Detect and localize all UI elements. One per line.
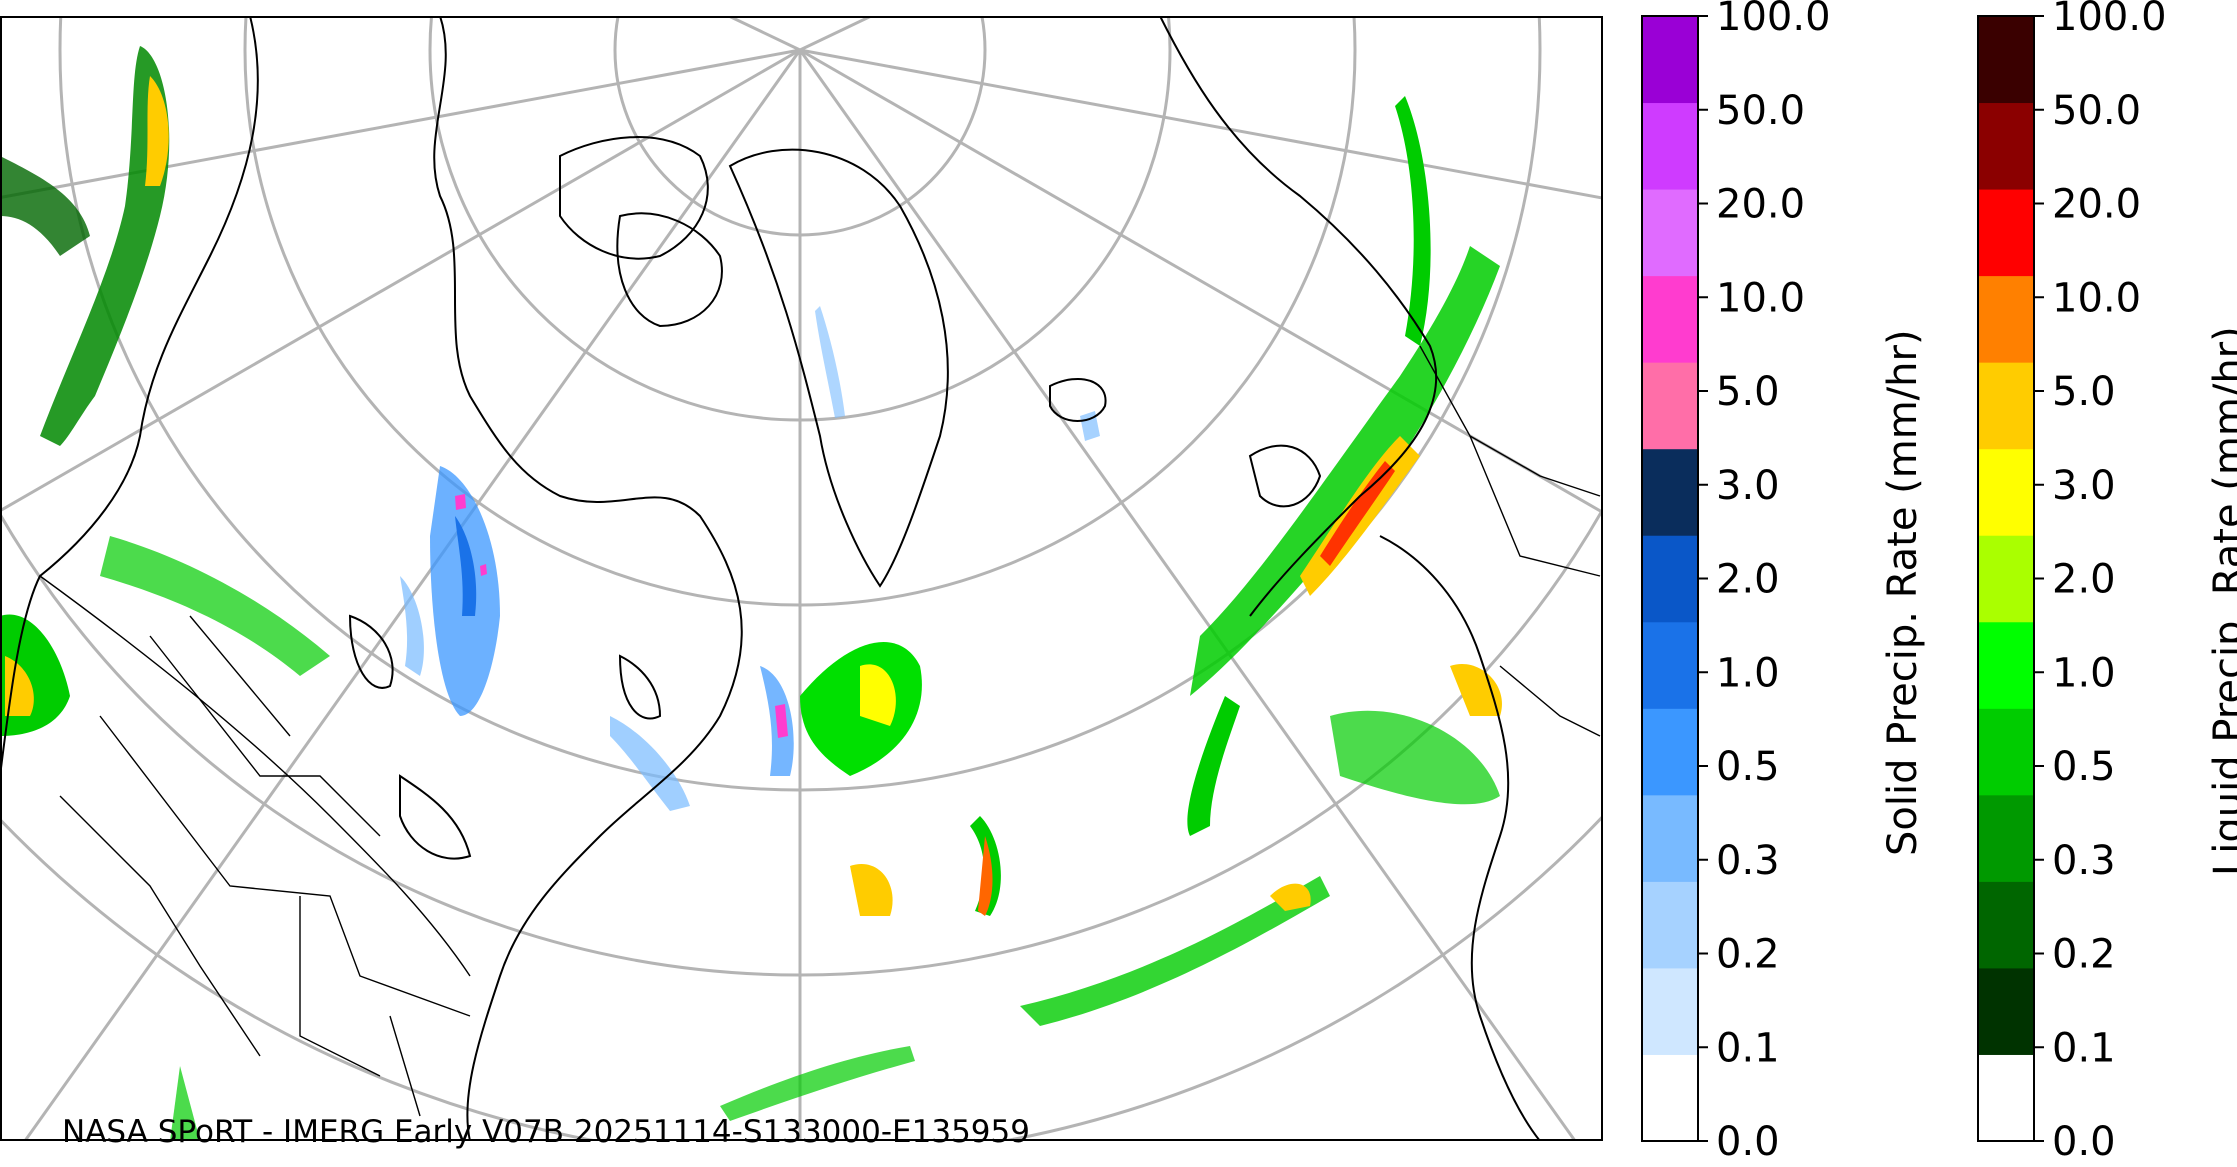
map-frame [0, 16, 1603, 1141]
solid-color-segment [1642, 448, 1698, 536]
liquid-tick-label: 2.0 [2052, 557, 2116, 603]
solid-tick-label: 0.2 [1716, 932, 1780, 978]
solid-precip-field [400, 306, 1100, 811]
liquid-tick-label: 50.0 [2052, 88, 2141, 134]
solid-tick-label: 0.0 [1716, 1119, 1780, 1165]
solid-colorbar-svg: 0.0 0.1 0.2 0.3 0.5 1.0 2.0 3.0 5.0 10.0 20.0 50.0 1… [1641, 0, 1831, 1165]
solid-color-segment [1642, 362, 1698, 450]
solid-tick-label: 0.3 [1716, 838, 1780, 884]
coastlines [0, 16, 1541, 1141]
liquid-tick-label: 1.0 [2052, 650, 2116, 696]
precipitation-map: NASA SPoRT - IMERG Early V07B 20251114-S… [0, 16, 1603, 1150]
liquid-color-segment [1978, 16, 2034, 104]
liquid-color-segment [1978, 794, 2034, 882]
liquid-tick-label: 20.0 [2052, 182, 2141, 228]
solid-color-segment [1642, 275, 1698, 363]
liquid-tick-label: 10.0 [2052, 275, 2141, 321]
data-credit-label: NASA SPoRT - IMERG Early V07B 20251114-S… [62, 1114, 1030, 1150]
liquid-color-segment [1978, 621, 2034, 709]
solid-precip-colorbar: 0.0 0.1 0.2 0.3 0.5 1.0 2.0 3.0 5.0 10.0 20.0 50.0 1… [1640, 0, 2060, 1165]
liquid-tick-label: 0.5 [2052, 744, 2116, 790]
solid-color-segment [1642, 967, 1698, 1055]
solid-color-segment [1642, 621, 1698, 709]
solid-color-segment [1642, 708, 1698, 796]
liquid-tick-label: 5.0 [2052, 369, 2116, 415]
liquid-color-segment [1978, 448, 2034, 536]
liquid-tick-label: 0.0 [2052, 1119, 2116, 1165]
meridian-line [799, 48, 1603, 200]
liquid-tick-label: 3.0 [2052, 463, 2116, 509]
liquid-colorbar-title: Liquid Precip. Rate (mm/hr) [2206, 326, 2237, 876]
map-canvas [0, 16, 1603, 1141]
liquid-tick-label: 0.3 [2052, 838, 2116, 884]
liquid-tick-label: 0.1 [2052, 1025, 2116, 1071]
greenland-coast [728, 148, 949, 588]
meridian-line [23, 49, 802, 1141]
solid-tick-label: 20.0 [1716, 182, 1805, 228]
liquid-color-segment [1978, 881, 2034, 969]
meridian-line [798, 49, 1577, 1141]
solid-color-segment [1642, 189, 1698, 277]
liquid-tick-label: 100.0 [2052, 0, 2167, 40]
solid-tick-label: 50.0 [1716, 88, 1805, 134]
north-america-west-coast [0, 16, 259, 777]
solid-color-segment [1642, 1054, 1698, 1142]
meridian-line [799, 48, 1603, 515]
solid-tick-label: 10.0 [1716, 275, 1805, 321]
liquid-precip-field [0, 46, 1502, 1141]
solid-tick-label: 5.0 [1716, 369, 1780, 415]
liquid-color-segment [1978, 967, 2034, 1055]
arctic-island [559, 136, 709, 260]
scandinavia-coast [1159, 16, 1438, 617]
europe-africa-coast [1379, 535, 1541, 1141]
liquid-color-segment [1978, 189, 2034, 277]
iceland-coast [1049, 377, 1107, 422]
great-lakes [399, 774, 472, 860]
liquid-color-segment [1978, 275, 2034, 363]
hudson-bay-coast [348, 614, 394, 689]
liquid-precip-colorbar: 0.0 0.1 0.2 0.3 0.5 1.0 2.0 3.0 5.0 10.0 20.0 50.0 1… [1976, 0, 2237, 1165]
solid-tick-label: 100.0 [1716, 0, 1831, 40]
solid-tick-label: 2.0 [1716, 557, 1780, 603]
meridian-line [0, 48, 801, 513]
political-borders [39, 345, 1601, 1117]
solid-color-segment [1642, 535, 1698, 623]
solid-color-segment [1642, 102, 1698, 190]
solid-colorbar-title: Solid Precip. Rate (mm/hr) [1880, 329, 1926, 856]
solid-tick-label: 1.0 [1716, 650, 1780, 696]
liquid-color-segment [1978, 535, 2034, 623]
liquid-color-segment [1978, 708, 2034, 796]
solid-tick-label: 0.5 [1716, 744, 1780, 790]
arctic-island [616, 212, 723, 328]
newfoundland-coast [618, 654, 662, 720]
liquid-color-segment [1978, 102, 2034, 190]
solid-color-segment [1642, 16, 1698, 104]
solid-tick-label: 0.1 [1716, 1025, 1780, 1071]
liquid-colorbar-svg: 0.0 0.1 0.2 0.3 0.5 1.0 2.0 3.0 5.0 10.0 20.0 50.0 1… [1977, 0, 2167, 1165]
liquid-color-segment [1978, 1054, 2034, 1142]
liquid-tick-label: 0.2 [2052, 932, 2116, 978]
north-america-east-coast [433, 16, 743, 1141]
british-isles-coast [1248, 444, 1322, 508]
solid-color-segment [1642, 881, 1698, 969]
solid-color-segment [1642, 794, 1698, 882]
solid-tick-label: 3.0 [1716, 463, 1780, 509]
liquid-color-segment [1978, 362, 2034, 450]
